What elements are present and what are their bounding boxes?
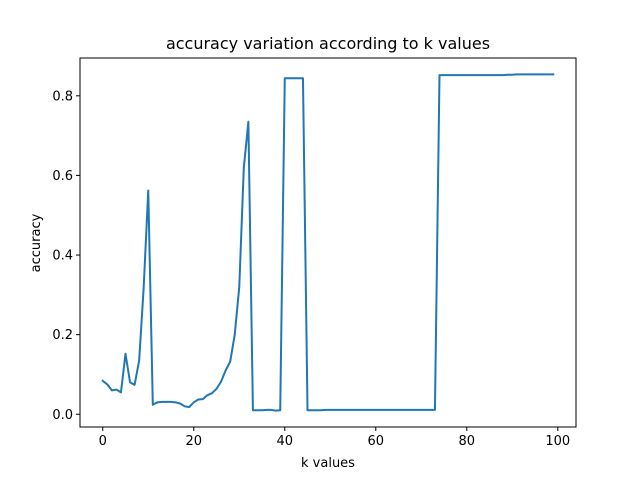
y-tick-label: 0.4 (52, 249, 73, 264)
x-tick-label: 80 (459, 434, 476, 449)
x-tick-label: 40 (276, 434, 293, 449)
plot-area: 0 20 40 60 80 100 0.0 0.2 0.4 0.6 0.8 (52, 57, 577, 449)
x-tick-label: 20 (185, 434, 202, 449)
chart-title: accuracy variation according to k values (166, 34, 490, 53)
y-tick-label: 0.0 (52, 408, 73, 423)
x-tick-label: 0 (99, 434, 107, 449)
y-tick-label: 0.8 (52, 89, 73, 104)
y-axis-label: accuracy (29, 213, 44, 272)
x-axis-label: k values (301, 456, 355, 471)
y-tick-label: 0.6 (52, 169, 73, 184)
x-tick-label: 60 (368, 434, 385, 449)
axes-frame (79, 57, 577, 428)
series-line-0 (101, 73, 555, 412)
y-tick-label: 0.2 (52, 328, 73, 343)
x-tick-label: 100 (545, 434, 570, 449)
